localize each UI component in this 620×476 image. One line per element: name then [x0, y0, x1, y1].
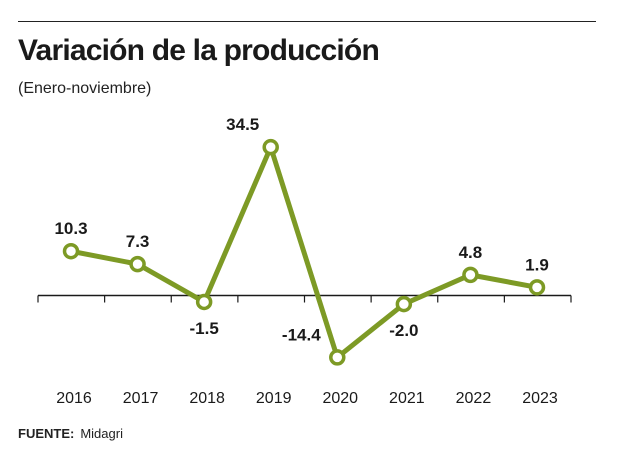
chart-title: Variación de la producción [18, 34, 380, 67]
data-point-2017 [129, 255, 146, 273]
data-point-2018 [195, 293, 213, 311]
data-point-2019 [262, 138, 279, 156]
source-label: FUENTE: [18, 426, 75, 441]
chart-subtitle: (Enero-noviembre) [18, 80, 152, 97]
data-point-2016 [62, 242, 80, 260]
x-tick-label-2018: 2018 [189, 390, 225, 407]
source-value: Midagri [80, 426, 123, 441]
x-tick-label-2017: 2017 [123, 390, 159, 407]
x-tick-label-2022: 2022 [456, 390, 492, 407]
x-tick-label-2023: 2023 [522, 390, 558, 407]
series-line [68, 139, 540, 362]
data-label-2019: 34.5 [226, 115, 259, 134]
data-label-2018: -1.5 [189, 319, 218, 338]
x-tick-label-2016: 2016 [56, 390, 92, 407]
x-tick-label-2019: 2019 [256, 390, 292, 407]
x-tick-label-2021: 2021 [389, 390, 425, 407]
source-note: FUENTE: Midagri [18, 426, 123, 441]
data-label-2020: -14.4 [282, 325, 321, 344]
data-label-2016: 10.3 [54, 219, 87, 238]
data-point-2023 [528, 279, 546, 296]
data-point-2020 [329, 349, 346, 366]
top-rule [18, 21, 596, 22]
x-tick-label-2020: 2020 [322, 390, 358, 407]
data-label-2023: 1.9 [525, 255, 549, 274]
data-label-2021: -2.0 [389, 321, 418, 340]
data-point-2021 [395, 295, 413, 313]
data-label-2017: 7.3 [126, 232, 150, 251]
data-label-2022: 4.8 [459, 243, 483, 262]
data-point-2022 [462, 266, 479, 284]
